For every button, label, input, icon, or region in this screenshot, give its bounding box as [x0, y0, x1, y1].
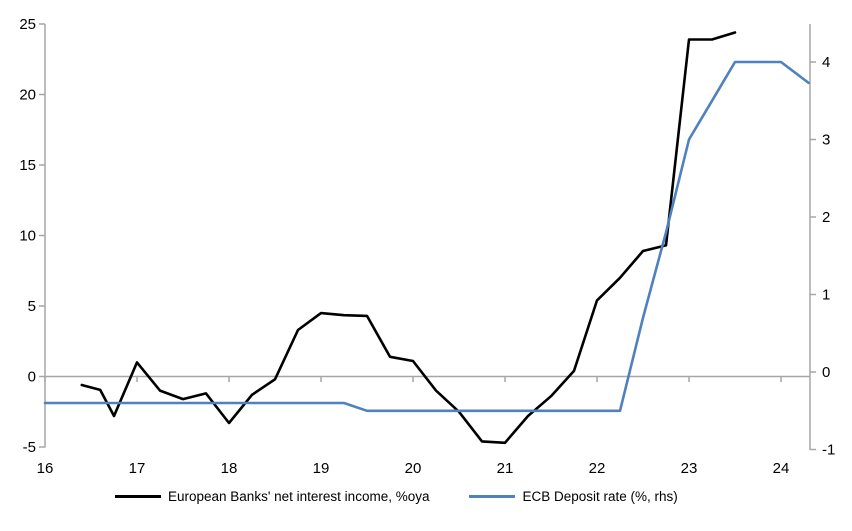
- ecb-legend-label: ECB Deposit rate (%, rhs): [522, 489, 678, 504]
- ecb-line-sample-icon: [469, 495, 516, 498]
- legend-item-ecb: ECB Deposit rate (%, rhs): [469, 489, 678, 504]
- svg-text:-1: -1: [822, 442, 835, 459]
- svg-text:2: 2: [822, 209, 830, 226]
- svg-text:22: 22: [589, 460, 606, 477]
- nii-line-sample-icon: [115, 495, 161, 498]
- svg-text:25: 25: [19, 16, 36, 33]
- svg-text:-5: -5: [23, 439, 36, 456]
- svg-text:5: 5: [28, 298, 36, 315]
- svg-text:0: 0: [822, 364, 830, 381]
- nii-legend-label: European Banks' net interest income, %oy…: [168, 489, 430, 504]
- svg-text:20: 20: [405, 460, 422, 477]
- svg-text:20: 20: [19, 87, 36, 104]
- svg-text:18: 18: [221, 460, 238, 477]
- chart-legend: European Banks' net interest income, %oy…: [115, 489, 678, 504]
- svg-text:10: 10: [19, 228, 36, 245]
- svg-text:1: 1: [822, 287, 830, 304]
- svg-text:24: 24: [773, 460, 790, 477]
- svg-text:15: 15: [19, 157, 36, 174]
- svg-text:3: 3: [822, 132, 830, 149]
- svg-text:17: 17: [129, 460, 146, 477]
- svg-text:16: 16: [37, 460, 54, 477]
- svg-text:0: 0: [28, 369, 36, 386]
- svg-text:21: 21: [497, 460, 514, 477]
- legend-item-nii: European Banks' net interest income, %oy…: [115, 489, 429, 504]
- svg-text:4: 4: [822, 54, 830, 71]
- svg-text:23: 23: [681, 460, 698, 477]
- svg-text:19: 19: [313, 460, 330, 477]
